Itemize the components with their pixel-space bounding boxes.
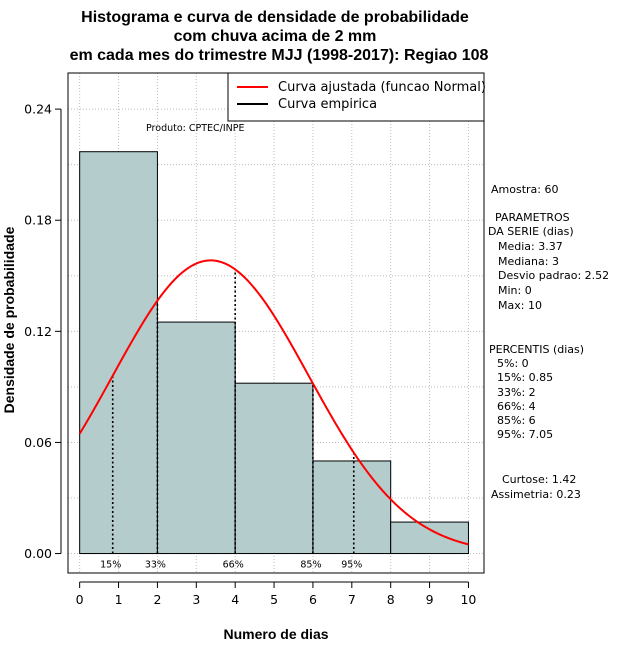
assimetria: Assimetria: 0.23 — [491, 488, 581, 501]
histogram-bar — [312, 460, 392, 555]
legend-box — [227, 72, 485, 122]
y-tick-label: 0.24 — [24, 102, 52, 117]
param-mediana: Mediana: 3 — [498, 255, 559, 268]
percentil-66: 66%: 4 — [497, 400, 536, 413]
histogram-bar — [79, 151, 158, 555]
percentile-lines — [79, 269, 469, 555]
stats-panel: Amostra: 60 PARAMETROS DA SERIE (dias) M… — [488, 183, 609, 501]
y-tick-label: 0.06 — [24, 435, 52, 450]
x-axis: 0 1 2 3 4 5 6 7 8 9 10 — [76, 581, 476, 607]
title-line-2: com chuva acima de 2 mm — [174, 28, 377, 45]
legend-empirical-label: Curva empirica — [278, 97, 377, 112]
x-tick-label: 0 — [76, 592, 84, 607]
histogram-bar — [156, 321, 236, 555]
title-line-1: Histograma e curva de densidade de proba… — [81, 9, 469, 26]
histogram-bar — [390, 521, 469, 555]
legend: Curva ajustada (funcao Normal) Curva emp… — [227, 72, 486, 122]
x-tick-label: 4 — [231, 592, 239, 607]
param-desvio: Desvio padrao: 2.52 — [498, 269, 609, 282]
x-tick-label: 1 — [115, 592, 123, 607]
param-max: Max: 10 — [498, 299, 542, 312]
params-header-1: PARAMETROS — [495, 211, 570, 224]
percentile-labels: 15% 33% 66% 85% 95% — [100, 560, 362, 571]
percentile-label: 15% — [100, 560, 121, 571]
percentil-33: 33%: 2 — [497, 386, 536, 399]
y-tick-label: 0.00 — [24, 546, 52, 561]
x-tick-label: 6 — [309, 592, 317, 607]
y-axis-title: Densidade de probabilidade — [1, 226, 17, 413]
percentile-label: 85% — [300, 560, 321, 571]
sample-size: Amostra: 60 — [491, 183, 558, 196]
curtose: Curtose: 1.42 — [502, 473, 576, 486]
param-min: Min: 0 — [498, 284, 532, 297]
x-axis-title: Numero de dias — [223, 626, 328, 642]
percentile-label: 66% — [223, 560, 244, 571]
percentil-95: 95%: 7.05 — [497, 428, 553, 441]
product-label: Produto: CPTEC/INPE — [146, 123, 245, 134]
percentil-5: 5%: 0 — [497, 357, 529, 370]
title-line-3: em cada mes do trimestre MJJ (1998-2017)… — [70, 47, 489, 64]
density-curves — [78, 259, 469, 546]
histogram-bars — [79, 151, 469, 555]
percentis-header: PERCENTIS (dias) — [489, 343, 584, 356]
x-tick-label: 10 — [460, 592, 476, 607]
percentil-15: 15%: 0.85 — [497, 371, 553, 384]
histogram-bar — [234, 382, 314, 555]
x-tick-label: 5 — [270, 592, 278, 607]
x-tick-label: 9 — [426, 592, 434, 607]
x-tick-label: 2 — [153, 592, 161, 607]
x-tick-label: 7 — [348, 592, 356, 607]
y-tick-label: 0.12 — [24, 324, 52, 339]
legend-fitted-label: Curva ajustada (funcao Normal) — [278, 80, 486, 95]
percentil-85: 85%: 6 — [497, 414, 536, 427]
x-tick-label: 8 — [387, 592, 395, 607]
fitted-normal-curve — [78, 259, 469, 546]
percentile-label: 33% — [145, 560, 166, 571]
chart-title: Histograma e curva de densidade de proba… — [70, 9, 489, 64]
x-tick-label: 3 — [192, 592, 200, 607]
param-media: Media: 3.37 — [498, 240, 563, 253]
percentile-label: 95% — [341, 560, 362, 571]
y-axis: 0.00 0.06 0.12 0.18 0.24 — [24, 102, 62, 561]
params-header-2: DA SERIE (dias) — [488, 225, 574, 238]
y-tick-label: 0.18 — [24, 213, 52, 228]
